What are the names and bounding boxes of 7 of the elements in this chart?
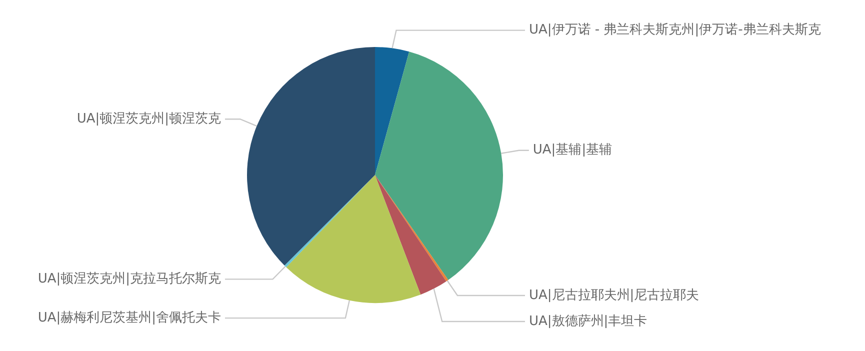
slice-label: UA|顿涅茨克州|克拉马托尔斯克 [38,272,221,287]
slice-label: UA|顿涅茨克州|顿涅茨克 [76,112,221,127]
slice-label: UA|尼古拉耶夫州|尼古拉耶夫 [529,288,700,303]
slice-label: UA|赫梅利尼茨基州|舍佩托夫卡 [38,310,221,326]
slice-label: UA|基辅|基辅 [532,142,612,158]
slice-label: UA|敖德萨州|丰坦卡 [529,314,648,329]
slice-label: UA|伊万诺 - 弗兰科夫斯克州|伊万诺-弗兰科夫斯克 [529,22,821,38]
